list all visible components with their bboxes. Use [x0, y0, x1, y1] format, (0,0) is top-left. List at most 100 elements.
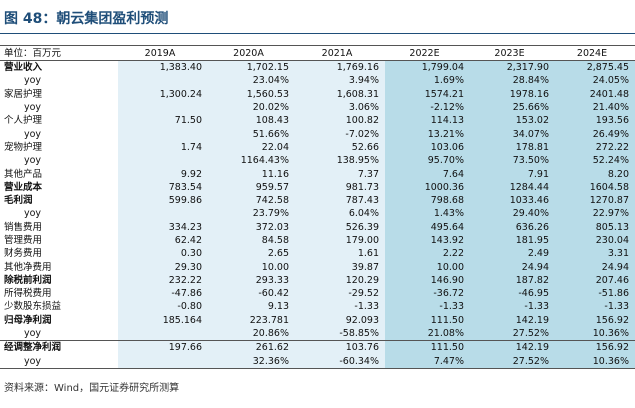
cell: 197.66	[118, 340, 208, 355]
cell: -46.95	[470, 287, 555, 301]
cell: 1,769.16	[295, 60, 385, 75]
cell: 179.00	[295, 233, 385, 248]
cell: 2,875.45	[555, 60, 635, 75]
cell: 2.65	[208, 247, 295, 261]
row-label: 少数股东损益	[4, 301, 62, 313]
cell: 599.86	[118, 193, 208, 208]
header-cell: 2024E	[555, 45, 635, 61]
row-label: 其他产品	[4, 168, 43, 180]
cell: 207.46	[555, 273, 635, 288]
cell: 28.84%	[470, 74, 555, 88]
cell: 10.36%	[555, 354, 635, 369]
cell: 7.37	[295, 167, 385, 181]
cell: 7.64	[385, 167, 470, 181]
row-label: 销售费用	[4, 221, 43, 233]
cell: 1284.44	[470, 180, 555, 194]
cell: 3.06%	[295, 100, 385, 115]
cell: 232.22	[118, 273, 208, 288]
cell: 1574.21	[385, 87, 470, 101]
cell: 1270.87	[555, 193, 635, 208]
table-row: yoy 23.79% 6.04% 1.43% 29.40% 22.97%	[0, 207, 635, 221]
cell: 13.21%	[385, 127, 470, 141]
cell: 1.74	[118, 140, 208, 155]
header-cell: 2022E	[385, 45, 470, 61]
row-label: 宠物护理	[4, 141, 43, 153]
cell: 146.90	[385, 273, 470, 288]
cell: 142.19	[470, 340, 555, 355]
row-label: 归母净利润	[4, 314, 52, 326]
cell: -0.80	[118, 300, 208, 314]
cell: 103.06	[385, 140, 470, 155]
table-row: 其他净费用 29.30 10.00 39.87 10.00 24.94 24.94	[0, 260, 635, 274]
cell: 120.29	[295, 273, 385, 288]
cell: -29.52	[295, 287, 385, 301]
cell: -1.33	[385, 300, 470, 314]
row-label: yoy	[24, 208, 42, 220]
cell: 95.70%	[385, 154, 470, 168]
cell: 62.42	[118, 233, 208, 248]
cell: 261.62	[208, 340, 295, 355]
cell: 34.07%	[470, 127, 555, 141]
cell: 111.50	[385, 340, 470, 355]
cell: 138.95%	[295, 154, 385, 168]
row-label: yoy	[0, 354, 118, 369]
cell: 1,608.31	[295, 87, 385, 101]
table-row: 营业收入 1,383.40 1,702.15 1,769.16 1,799.04 2,31…	[0, 60, 635, 75]
cell: 24.94	[470, 260, 555, 274]
cell: -1.33	[555, 300, 635, 314]
cell: 1.69%	[385, 74, 470, 88]
cell: 783.54	[118, 180, 208, 194]
cell: 798.68	[385, 193, 470, 208]
table-row: yoy 1164.43% 138.95% 95.70% 73.50% 52.24%	[0, 154, 635, 168]
cell: 9.13	[208, 300, 295, 314]
cell: 25.66%	[470, 100, 555, 115]
row-label: 家居护理	[4, 88, 43, 100]
table-row: 管理费用 62.42 84.58 179.00 143.92 181.95 230.04	[0, 233, 635, 248]
cell: 27.52%	[470, 326, 555, 341]
cell: 1000.36	[385, 180, 470, 194]
cell: 1033.46	[470, 193, 555, 208]
cell: -36.72	[385, 287, 470, 301]
table-row: 所得税费用 -47.86 -60.42 -29.52 -36.72 -46.95 -51.8…	[0, 287, 635, 301]
table-row: yoy 32.36% -60.34% 7.47% 27.52% 10.36%	[0, 354, 635, 369]
cell: 1,300.24	[118, 87, 208, 101]
header-cell: 2019A	[118, 45, 208, 61]
row-label: 财务费用	[4, 248, 43, 260]
cell: 22.04	[208, 140, 295, 155]
cell: 142.19	[470, 313, 555, 327]
table-row: yoy 51.66% -7.02% 13.21% 34.07% 26.49%	[0, 127, 635, 141]
empty-cell	[118, 354, 208, 369]
cell: 3.31	[555, 247, 635, 261]
cell: 143.92	[385, 233, 470, 248]
cell: 32.36%	[208, 354, 295, 369]
cell: -60.34%	[295, 354, 385, 369]
table-row: 财务费用 0.30 2.65 1.61 2.22 2.49 3.31	[0, 247, 635, 261]
cell: 185.164	[118, 313, 208, 327]
cell: 24.05%	[555, 74, 635, 88]
cell: 27.52%	[470, 354, 555, 369]
row-label: yoy	[24, 102, 42, 114]
cell: 1,702.15	[208, 60, 295, 75]
row-label: yoy	[24, 128, 42, 140]
header-cell: 2020A	[208, 45, 295, 61]
cell: 20.86%	[208, 326, 295, 341]
row-label: 经调整净利润	[0, 340, 118, 355]
cell: 7.91	[470, 167, 555, 181]
cell: 29.40%	[470, 207, 555, 221]
cell: 52.66	[295, 140, 385, 155]
cell: 153.02	[470, 114, 555, 128]
row-label: 营业收入	[4, 62, 43, 74]
cell: -60.42	[208, 287, 295, 301]
empty-cell	[118, 326, 208, 341]
cell: 156.92	[555, 340, 635, 355]
empty-cell	[118, 74, 208, 88]
table: 单位：百万元 2019A 2020A 2021A 2022E 2023E 2024E 营业收…	[0, 45, 635, 369]
row-label: 管理费用	[4, 235, 43, 246]
cell: 21.08%	[385, 326, 470, 341]
cell: 24.94	[555, 260, 635, 274]
cell: 1.61	[295, 247, 385, 261]
cell: -47.86	[118, 287, 208, 301]
table-row: 营业成本 783.54 959.57 981.73 1000.36 1284.44 1604…	[0, 180, 635, 194]
empty-cell	[118, 154, 208, 168]
cell: 1164.43%	[208, 154, 295, 168]
